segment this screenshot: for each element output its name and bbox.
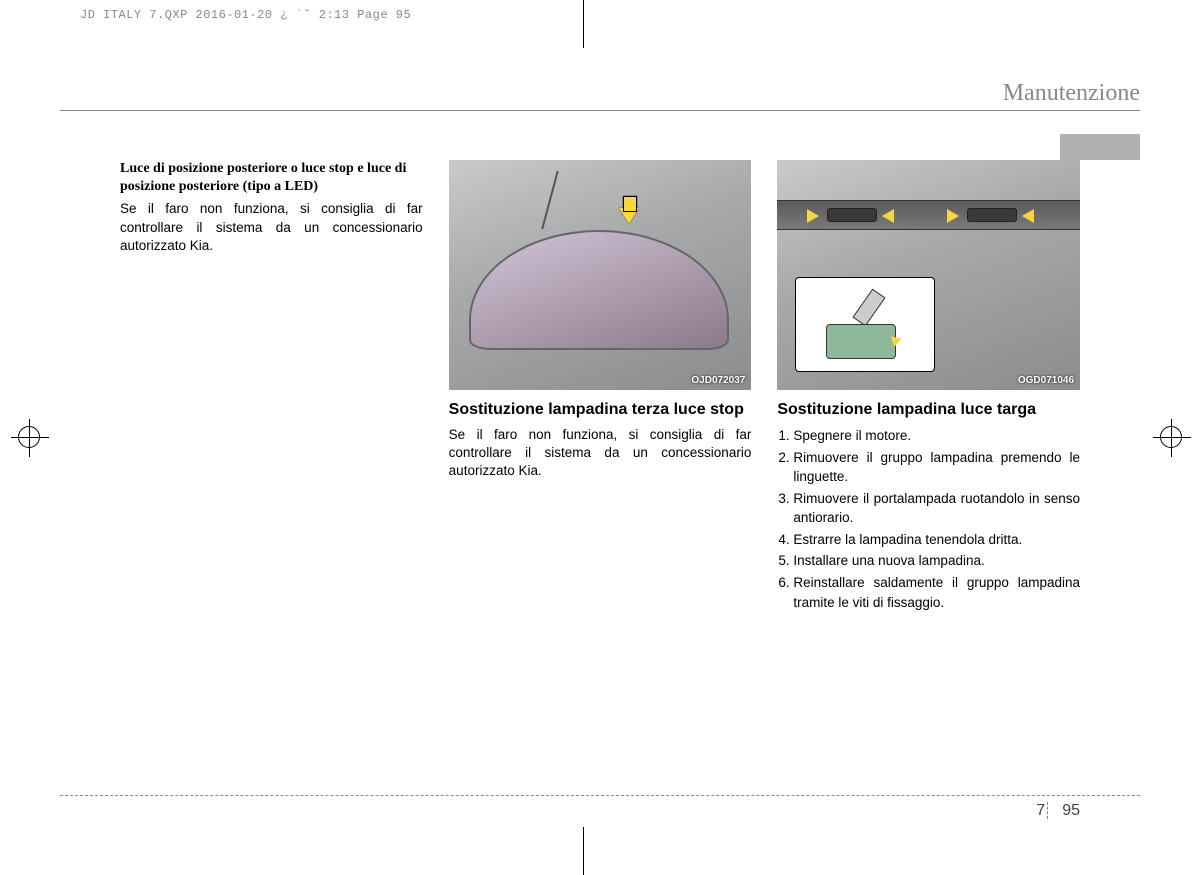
step-item: Spegnere il motore.	[793, 426, 1080, 446]
page-number: 7 95	[1036, 802, 1080, 820]
lamp-housing	[826, 324, 896, 359]
car-antenna	[541, 171, 558, 229]
page-area: Manutenzione Luce di posizione posterior…	[60, 60, 1140, 835]
step-item: Reinstallare saldamente il gruppo lampad…	[793, 573, 1080, 612]
chapter-number: 7	[1036, 802, 1045, 819]
page-number-value: 95	[1062, 802, 1080, 819]
content-columns: Luce di posizione posteriore o luce stop…	[120, 160, 1080, 614]
section-title: Manutenzione	[993, 80, 1140, 107]
bulb-shape	[853, 289, 886, 327]
col3-heading: Sostituzione lampadina luce targa	[777, 400, 1080, 420]
figure-code: OJD072037	[691, 375, 745, 386]
arrow-left-icon	[1022, 209, 1034, 223]
arrow-right-icon	[947, 209, 959, 223]
registration-mark	[1160, 426, 1182, 448]
inset-diagram	[795, 277, 935, 372]
arrow-right-icon	[807, 209, 819, 223]
arrow-down-icon	[619, 208, 639, 224]
step-item: Estrarre la lampadina tenendola dritta.	[793, 530, 1080, 550]
footer-rule: 7 95	[60, 795, 1140, 825]
lamp-slot	[967, 208, 1017, 222]
crop-mark	[583, 0, 584, 48]
print-slug: JD ITALY 7.QXP 2016-01-20 ¿ ˙˜ 2:13 Page…	[80, 8, 411, 22]
registration-mark	[18, 426, 40, 448]
step-item: Rimuovere il portalampada ruotandolo in …	[793, 489, 1080, 528]
car-rear-window	[469, 230, 729, 350]
trim-line	[777, 200, 1080, 230]
arrow-icon	[891, 333, 904, 347]
figure-plate-light: OGD071046	[777, 160, 1080, 390]
figure-code: OGD071046	[1018, 375, 1074, 386]
column-3: OGD071046 Sostituzione lampadina luce ta…	[777, 160, 1080, 614]
header-rule: Manutenzione	[60, 110, 1140, 111]
header-tab	[1060, 134, 1140, 160]
arrow-left-icon	[882, 209, 894, 223]
column-2: OJD072037 Sostituzione lampadina terza l…	[449, 160, 752, 614]
col1-body: Se il faro non funziona, si consiglia di…	[120, 200, 423, 255]
figure-brake-light: OJD072037	[449, 160, 752, 390]
column-1: Luce di posizione posteriore o luce stop…	[120, 160, 423, 614]
step-item: Rimuovere il gruppo lampadina premendo l…	[793, 448, 1080, 487]
col2-body: Se il faro non funziona, si consiglia di…	[449, 426, 752, 481]
col1-heading: Luce di posizione posteriore o luce stop…	[120, 160, 423, 196]
step-item: Installare una nuova lampadina.	[793, 551, 1080, 571]
col2-heading: Sostituzione lampadina terza luce stop	[449, 400, 752, 420]
lamp-slot	[827, 208, 877, 222]
col3-steps: Spegnere il motore. Rimuovere il gruppo …	[777, 426, 1080, 612]
